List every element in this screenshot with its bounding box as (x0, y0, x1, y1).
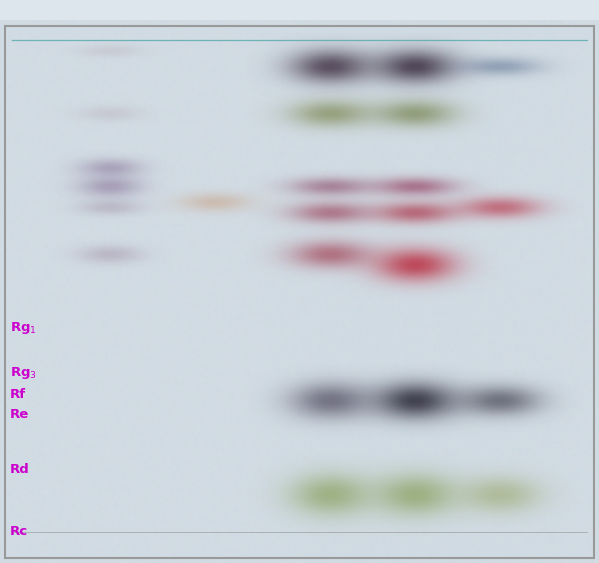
Text: Re: Re (10, 408, 29, 422)
Text: Rc: Rc (10, 525, 28, 538)
Text: Rg$_1$: Rg$_1$ (10, 320, 37, 337)
Text: Rd: Rd (10, 463, 30, 476)
Text: Rf: Rf (10, 387, 26, 401)
Text: Rg$_3$: Rg$_3$ (10, 365, 37, 381)
